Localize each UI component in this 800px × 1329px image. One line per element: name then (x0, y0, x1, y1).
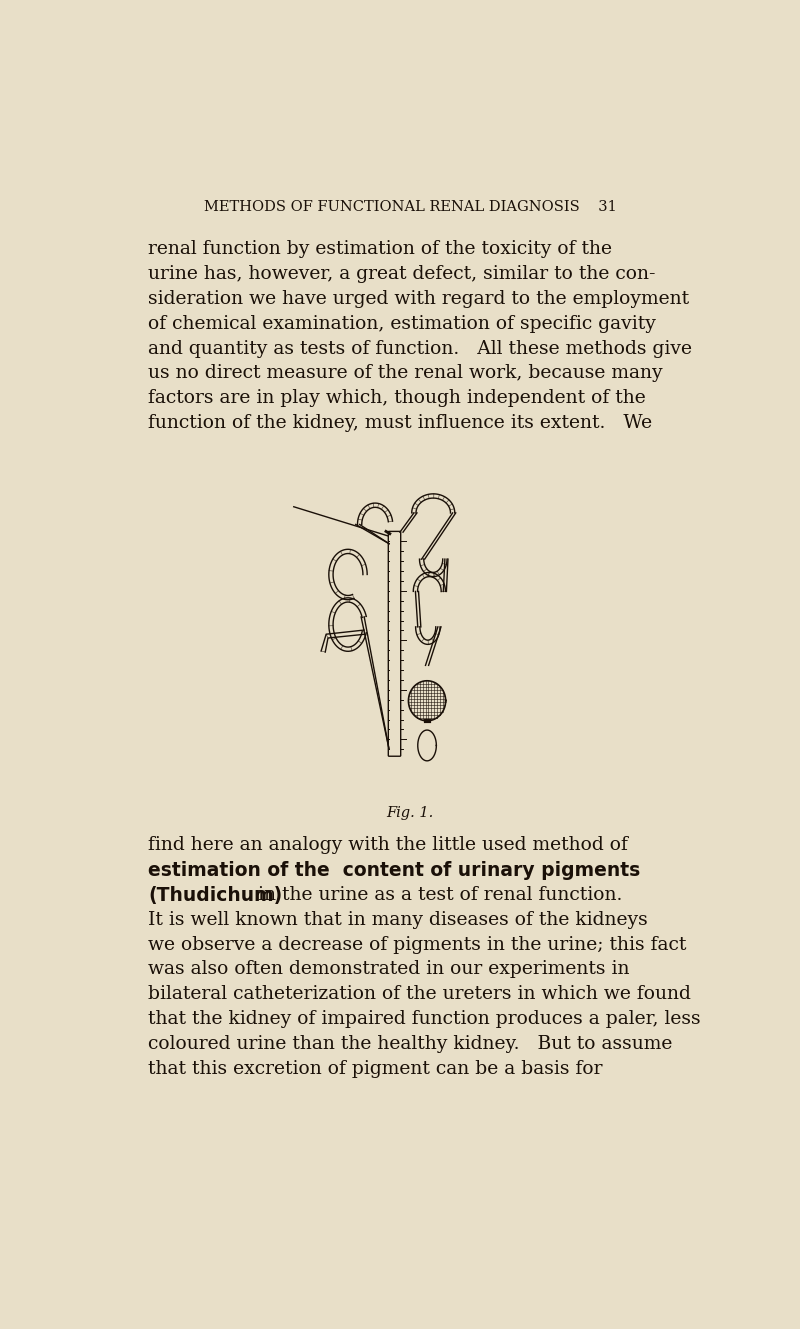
Text: renal function by estimation of the toxicity of the: renal function by estimation of the toxi… (148, 241, 612, 258)
Text: bilateral catheterization of the ureters in which we found: bilateral catheterization of the ureters… (148, 985, 691, 1003)
Text: that the kidney of impaired function produces a paler, less: that the kidney of impaired function pro… (148, 1010, 701, 1029)
Text: function of the kidney, must influence its extent.   We: function of the kidney, must influence i… (148, 415, 652, 432)
Text: Fig. 1.: Fig. 1. (386, 805, 434, 820)
Text: of chemical examination, estimation of specific gavity: of chemical examination, estimation of s… (148, 315, 656, 332)
Text: factors are in play which, though independent of the: factors are in play which, though indepe… (148, 389, 646, 407)
Text: METHODS OF FUNCTIONAL RENAL DIAGNOSIS    31: METHODS OF FUNCTIONAL RENAL DIAGNOSIS 31 (204, 199, 616, 214)
Text: It is well known that in many diseases of the kidneys: It is well known that in many diseases o… (148, 910, 648, 929)
Text: us no direct measure of the renal work, because many: us no direct measure of the renal work, … (148, 364, 662, 383)
Text: sideration we have urged with regard to the employment: sideration we have urged with regard to … (148, 290, 689, 308)
Text: in the urine as a test of renal function.: in the urine as a test of renal function… (252, 886, 622, 904)
Text: that this excretion of pigment can be a basis for: that this excretion of pigment can be a … (148, 1059, 602, 1078)
Text: and quantity as tests of function.   All these methods give: and quantity as tests of function. All t… (148, 340, 692, 358)
Text: (Thudichum): (Thudichum) (148, 886, 282, 905)
Text: urine has, however, a great defect, similar to the con-: urine has, however, a great defect, simi… (148, 266, 655, 283)
Text: find here an analogy with the little used method of: find here an analogy with the little use… (148, 836, 628, 855)
Text: was also often demonstrated in our experiments in: was also often demonstrated in our exper… (148, 961, 630, 978)
Text: we observe a decrease of pigments in the urine; this fact: we observe a decrease of pigments in the… (148, 936, 686, 954)
Text: coloured urine than the healthy kidney.   But to assume: coloured urine than the healthy kidney. … (148, 1035, 673, 1053)
Text: estimation of the  content of urinary pigments: estimation of the content of urinary pig… (148, 861, 640, 880)
